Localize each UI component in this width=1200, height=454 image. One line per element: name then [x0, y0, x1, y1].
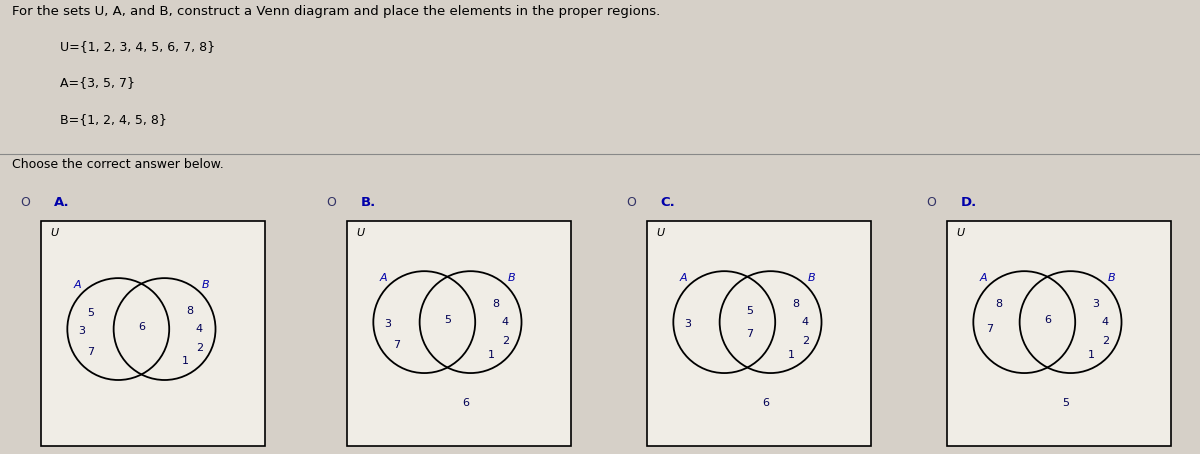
- Text: A: A: [73, 281, 80, 291]
- Text: 8: 8: [186, 306, 193, 316]
- Text: U: U: [656, 228, 664, 238]
- Text: C.: C.: [660, 196, 676, 208]
- Text: B: B: [508, 273, 516, 283]
- Text: A.: A.: [54, 196, 70, 208]
- Text: B: B: [808, 273, 816, 283]
- Text: 8: 8: [792, 299, 799, 309]
- FancyBboxPatch shape: [41, 222, 265, 446]
- Text: 5: 5: [746, 306, 754, 316]
- Text: 5: 5: [86, 308, 94, 318]
- Text: 3: 3: [384, 320, 391, 330]
- Text: 4: 4: [802, 317, 809, 327]
- Text: O: O: [626, 196, 636, 208]
- Text: Choose the correct answer below.: Choose the correct answer below.: [12, 158, 223, 171]
- Text: A: A: [379, 273, 386, 283]
- Text: 6: 6: [762, 398, 769, 408]
- Text: U: U: [956, 228, 964, 238]
- Text: 8: 8: [995, 299, 1002, 309]
- Text: 3: 3: [78, 326, 85, 336]
- Text: U: U: [50, 228, 58, 238]
- Text: 7: 7: [746, 329, 754, 339]
- Text: 7: 7: [86, 347, 94, 357]
- Text: A={3, 5, 7}: A={3, 5, 7}: [60, 76, 134, 89]
- Text: 7: 7: [986, 324, 994, 334]
- Text: A: A: [979, 273, 986, 283]
- Text: 6: 6: [138, 322, 145, 332]
- Text: 4: 4: [1102, 317, 1109, 327]
- Text: 3: 3: [684, 320, 691, 330]
- Text: 6: 6: [1044, 315, 1051, 325]
- Text: U={1, 2, 3, 4, 5, 6, 7, 8}: U={1, 2, 3, 4, 5, 6, 7, 8}: [60, 40, 215, 53]
- Text: 2: 2: [1102, 336, 1109, 345]
- Text: O: O: [926, 196, 936, 208]
- Text: D.: D.: [960, 196, 977, 208]
- Text: 2: 2: [802, 336, 809, 345]
- Text: O: O: [20, 196, 30, 208]
- Text: 2: 2: [502, 336, 509, 345]
- Text: 5: 5: [444, 315, 451, 325]
- Text: 1: 1: [1088, 350, 1094, 360]
- Text: 3: 3: [1092, 299, 1099, 309]
- Text: O: O: [326, 196, 336, 208]
- Text: B: B: [202, 281, 210, 291]
- Text: 2: 2: [196, 343, 203, 353]
- FancyBboxPatch shape: [947, 222, 1171, 446]
- Text: 4: 4: [196, 324, 203, 334]
- Text: 1: 1: [788, 350, 794, 360]
- Text: 5: 5: [1062, 398, 1069, 408]
- Text: 6: 6: [462, 398, 469, 408]
- Text: U: U: [356, 228, 364, 238]
- FancyBboxPatch shape: [347, 222, 571, 446]
- Text: A: A: [679, 273, 686, 283]
- FancyBboxPatch shape: [647, 222, 871, 446]
- Text: B: B: [1108, 273, 1116, 283]
- Text: B={1, 2, 4, 5, 8}: B={1, 2, 4, 5, 8}: [60, 113, 167, 126]
- Text: 7: 7: [392, 340, 400, 350]
- Text: B.: B.: [360, 196, 376, 208]
- Text: For the sets U, A, and B, construct a Venn diagram and place the elements in the: For the sets U, A, and B, construct a Ve…: [12, 5, 660, 19]
- Text: 4: 4: [502, 317, 509, 327]
- Text: 1: 1: [182, 356, 188, 366]
- Text: 1: 1: [488, 350, 494, 360]
- Text: 8: 8: [492, 299, 499, 309]
